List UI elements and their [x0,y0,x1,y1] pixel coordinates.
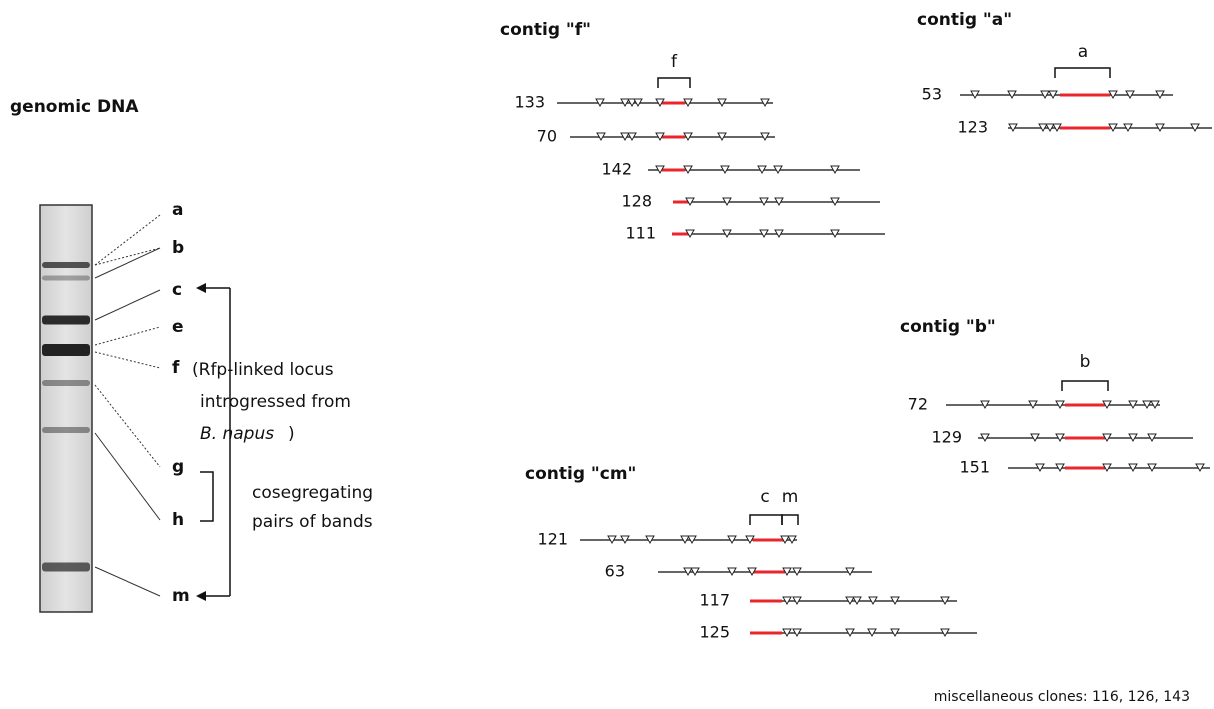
contig-title: contig "b" [900,317,996,337]
band-connector [95,215,160,265]
clone-label: 121 [537,530,568,549]
band-label: g [172,457,184,477]
clone-label: 117 [699,591,730,610]
band-connector [95,248,160,278]
clone-label: 63 [605,562,625,581]
band-label: a [172,200,183,220]
marker-bracket [1055,68,1110,78]
clone-label: 53 [922,85,942,104]
band-label: e [172,317,184,337]
arrow-head [196,591,206,601]
band-label: b [172,238,184,258]
gel-title: genomic DNA [10,97,139,117]
clone-label: 123 [957,118,988,137]
pair-bracket [200,472,213,521]
gel-band [42,380,90,386]
clone-label: 133 [514,93,545,112]
note: introgressed from [200,392,351,412]
band-connector [95,290,160,320]
marker-label: b [1080,352,1091,372]
marker-label: c [760,487,769,507]
clone-label: 111 [625,224,656,243]
band-connector [95,327,160,345]
marker-bracket [1062,381,1108,391]
band-connector [95,352,160,368]
band-label: f [172,358,180,378]
marker-bracket [782,515,798,525]
marker-bracket [750,515,782,525]
gel-band [42,316,90,325]
contig-title: contig "f" [500,20,591,40]
band-label: h [172,510,184,530]
figure: genomic DNAabcefghm(Rfp-linked locusintr… [0,0,1214,709]
band-connector [95,433,160,520]
gel-band [42,276,90,281]
band-label: m [172,586,190,606]
marker-bracket [658,78,690,88]
gel-band [42,427,90,433]
gel-band [42,344,90,356]
gel-band [42,262,90,268]
clone-label: 129 [931,428,962,447]
contig-title: contig "a" [917,10,1012,30]
band-connector [95,385,160,467]
marker-label: a [1078,42,1088,62]
clone-label: 70 [537,127,557,146]
arrow-head [196,283,206,293]
clone-label: 151 [959,458,990,477]
note: B. napus [200,424,274,444]
band-connector [95,567,160,596]
marker-label: m [782,487,799,507]
clone-label: 72 [908,395,928,414]
note: (Rfp-linked locus [192,360,334,380]
contig-title: contig "cm" [525,464,636,484]
misc-clones: miscellaneous clones: 116, 126, 143 [934,689,1190,705]
clone-label: 142 [601,160,632,179]
clone-label: 128 [621,192,652,211]
gel-band [42,563,90,572]
marker-label: f [671,52,678,72]
pairs-label: cosegregating [252,483,373,503]
band-label: c [172,280,182,300]
clone-label: 125 [699,623,730,642]
note: ) [288,424,295,444]
pairs-label: pairs of bands [252,512,373,532]
